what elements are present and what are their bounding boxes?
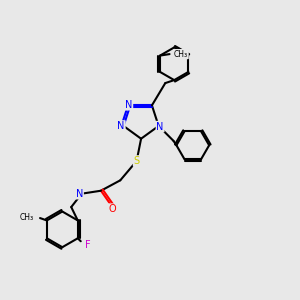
Text: N: N	[118, 121, 125, 131]
Text: S: S	[134, 156, 140, 166]
Text: N: N	[76, 189, 83, 199]
Text: N: N	[125, 100, 133, 110]
Text: N: N	[156, 122, 164, 132]
Text: H: H	[74, 189, 80, 198]
Text: CH₃: CH₃	[174, 50, 188, 58]
Text: F: F	[85, 240, 90, 250]
Text: CH₃: CH₃	[20, 213, 34, 222]
Text: O: O	[108, 204, 116, 214]
